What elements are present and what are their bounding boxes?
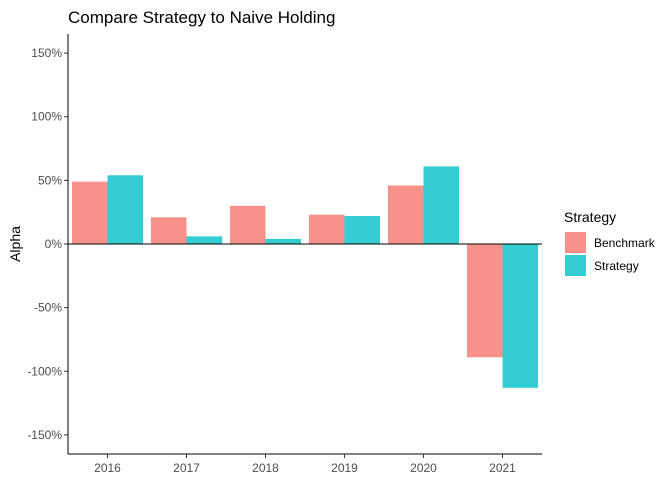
chart-title: Compare Strategy to Naive Holding [68, 8, 335, 27]
y-axis-title: Alpha [7, 226, 23, 262]
bar-benchmark-2021 [466, 244, 503, 358]
bar-benchmark-2020 [387, 185, 424, 244]
x-tick-label: 2021 [489, 461, 516, 475]
legend: Strategy Benchmark Strategy [564, 209, 656, 276]
legend-key-strategy [565, 255, 586, 276]
bar-strategy-2021 [502, 244, 539, 388]
bar-benchmark-2017 [150, 217, 187, 244]
y-tick-label: -100% [27, 364, 62, 378]
y-tick-label: 150% [31, 46, 62, 60]
y-tick-label: -50% [34, 301, 62, 315]
y-tick-label: 50% [38, 173, 62, 187]
bar-benchmark-2016 [71, 181, 108, 244]
bar-strategy-2019 [344, 216, 381, 244]
x-tick-label: 2018 [252, 461, 279, 475]
x-tick-label: 2016 [94, 461, 121, 475]
x-tick-label: 2020 [410, 461, 437, 475]
legend-title: Strategy [564, 209, 616, 225]
x-tick-label: 2019 [331, 461, 358, 475]
bars-layer [71, 166, 539, 388]
y-tick-label: 100% [31, 110, 62, 124]
bar-strategy-2016 [107, 175, 144, 244]
legend-key-benchmark [565, 232, 586, 253]
legend-label-benchmark: Benchmark [594, 236, 656, 250]
bar-benchmark-2019 [308, 214, 345, 244]
y-axis-ticks: -150% -100% -50% 0% 50% 100% 150% [27, 46, 68, 442]
y-tick-label: -150% [27, 428, 62, 442]
plot-panel [67, 34, 542, 455]
bar-strategy-2020 [423, 166, 460, 244]
legend-label-strategy: Strategy [594, 259, 639, 273]
x-axis-ticks: 2016 2017 2018 2019 2020 2021 [94, 454, 516, 475]
bar-strategy-2017 [186, 236, 223, 244]
bar-benchmark-2018 [229, 205, 266, 244]
x-tick-label: 2017 [173, 461, 200, 475]
y-tick-label: 0% [45, 237, 63, 251]
bar-strategy-2018 [265, 238, 302, 244]
